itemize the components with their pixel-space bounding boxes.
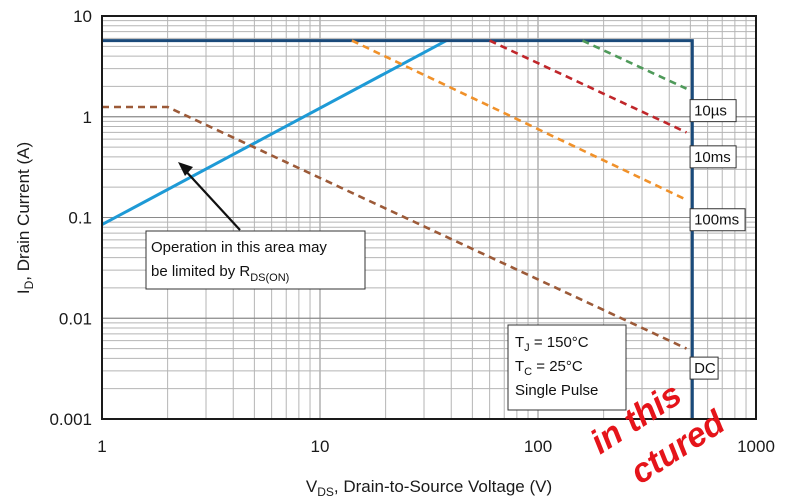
- condition-tj: TJ = 150°C: [515, 334, 589, 354]
- series-line-2: [581, 39, 688, 90]
- x-tick-label: 100: [524, 437, 552, 456]
- curve-label-box: [689, 145, 737, 169]
- x-axis-label-rest: , Drain-to-Source Voltage (V): [334, 477, 552, 496]
- y-axis-label-rest: , Drain Current (A): [14, 142, 33, 281]
- y-tick-label: 0.001: [49, 410, 92, 429]
- rds-callout-line2-main: be limited by R: [151, 263, 250, 280]
- curve-label: 10ms: [694, 149, 731, 166]
- y-tick-label: 0.1: [68, 209, 92, 228]
- rds-callout-line2: be limited by RDS(ON): [151, 263, 289, 284]
- conditions-box: TJ = 150°C TC = 25°C Single Pulse: [507, 324, 627, 411]
- y-tick-label: 0.01: [59, 309, 92, 328]
- rds-callout-line1: Operation in this area may: [151, 239, 327, 256]
- series-group: [101, 39, 694, 419]
- curve-label: 100ms: [694, 212, 739, 229]
- condition-pulse: Single Pulse: [515, 382, 598, 399]
- condition-tc: TC = 25°C: [515, 358, 583, 378]
- y-tick-labels: 10 1 0.1 0.01 0.001: [49, 7, 92, 429]
- series-line-5: [102, 105, 688, 350]
- curve-label-box: [689, 356, 719, 380]
- x-tick-label: 1: [97, 437, 106, 456]
- series-line-0: [101, 39, 448, 226]
- grid: [101, 15, 757, 420]
- condition-tj-main: T: [515, 334, 524, 351]
- x-tick-label: 10: [311, 437, 330, 456]
- y-axis-label-sub: D: [22, 280, 36, 289]
- rds-callout-box: [145, 230, 366, 290]
- y-tick-label: 10: [73, 7, 92, 26]
- series-line-1: [102, 39, 694, 419]
- curve-label: DC: [694, 360, 716, 377]
- condition-tj-rest: = 150°C: [530, 334, 589, 351]
- curve-label-box: [689, 208, 746, 232]
- series-line-4: [351, 39, 688, 201]
- series-line-3: [489, 39, 688, 134]
- y-axis-label: ID, Drain Current (A): [14, 142, 36, 294]
- x-tick-labels: 1 10 100 1000: [97, 437, 775, 456]
- y-axis-label-main: I: [14, 289, 33, 294]
- y-tick-label: 1: [83, 108, 92, 127]
- rds-callout: Operation in this area may be limited by…: [145, 162, 366, 290]
- curve-label: 10µs: [694, 103, 727, 120]
- rds-callout-sub: DS(ON): [250, 272, 289, 284]
- plot-frame: [101, 15, 757, 420]
- x-tick-label: 1000: [737, 437, 775, 456]
- curve-labels: 10µs 10ms 100ms DC: [689, 99, 746, 380]
- conditions-frame: [507, 324, 627, 411]
- condition-tj-sub: J: [524, 342, 530, 354]
- condition-tc-sub: C: [524, 366, 532, 378]
- callout-arrowhead: [178, 162, 193, 176]
- condition-tc-main: T: [515, 358, 524, 375]
- x-axis-label-sub: DS: [317, 485, 334, 499]
- x-axis-label-main: V: [306, 477, 318, 496]
- x-axis-label: VDS, Drain-to-Source Voltage (V): [306, 477, 552, 499]
- callout-arrow: [181, 166, 241, 231]
- condition-tc-rest: = 25°C: [532, 358, 583, 375]
- curve-label-box: [689, 99, 737, 123]
